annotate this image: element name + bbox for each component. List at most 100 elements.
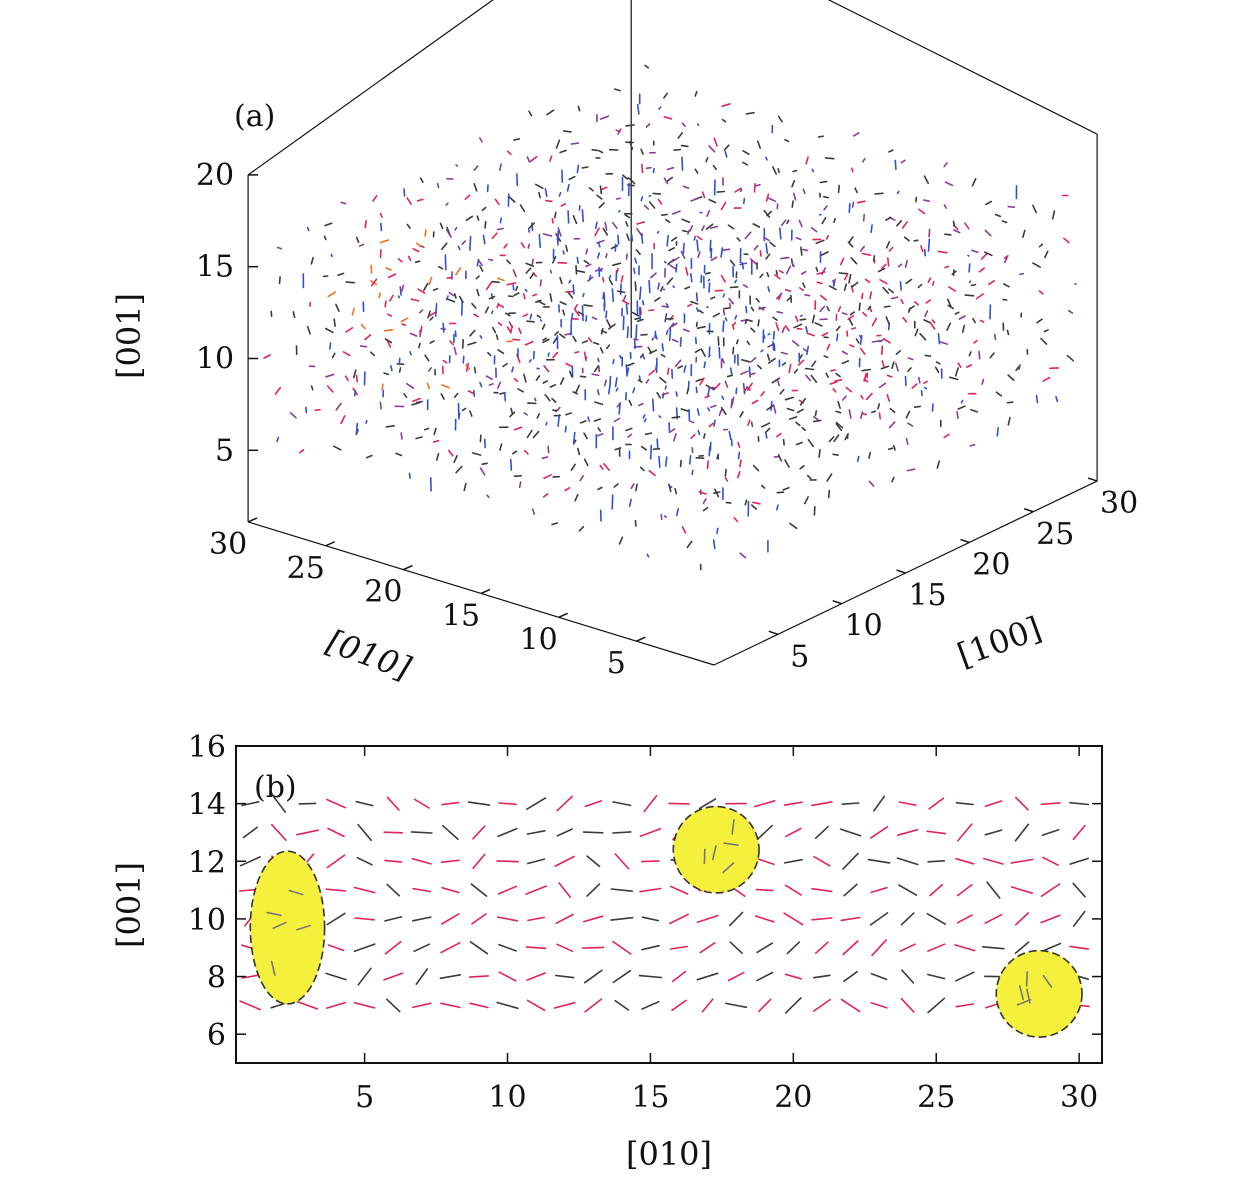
panel-a-vector xyxy=(713,491,721,495)
panel-a-vector xyxy=(555,139,561,149)
panel-a-vector xyxy=(737,451,741,460)
panel-b-vector xyxy=(526,858,546,865)
panel-a-vector xyxy=(636,103,640,115)
panel-a-vector xyxy=(416,198,424,202)
panel-a-vector xyxy=(848,273,852,284)
panel-a-vector xyxy=(663,260,667,264)
panel-a-vector xyxy=(1015,365,1021,372)
panel-a-vector xyxy=(384,300,387,308)
panel-a-x-tick xyxy=(1087,477,1098,482)
panel-a-vector xyxy=(585,248,589,255)
panel-b-vector xyxy=(869,912,889,926)
panel-a-vector xyxy=(724,380,729,388)
panel-b-x-axis-title: [010] xyxy=(626,1135,712,1173)
panel-a-vector xyxy=(656,391,662,399)
panel-a-vector xyxy=(379,212,383,218)
panel-a-vector xyxy=(804,367,815,371)
panel-a-vector xyxy=(568,279,572,284)
panel-a-vector xyxy=(861,252,872,256)
panel-a-vector xyxy=(620,275,624,283)
panel-a-vector xyxy=(827,489,831,499)
panel-a-vector xyxy=(723,307,731,310)
panel-a-vector xyxy=(739,188,743,193)
panel-b-vector xyxy=(638,974,663,979)
panel-a-vector xyxy=(788,363,792,374)
panel-b-x-tick-label: 20 xyxy=(774,1080,812,1115)
panel-a-vector xyxy=(578,525,585,532)
panel-a-vector xyxy=(826,305,830,312)
panel-a-vector xyxy=(736,470,741,479)
panel-b-vector xyxy=(440,941,461,954)
panel-a-vector xyxy=(724,150,728,158)
panel-a-vector xyxy=(1043,328,1049,333)
panel-a-vector xyxy=(568,175,576,181)
panel-b-vector xyxy=(783,912,804,926)
panel-b-vector xyxy=(671,970,687,983)
panel-a-vector xyxy=(332,445,342,451)
panel-a-vector xyxy=(405,382,415,390)
panel-a-vector xyxy=(810,226,818,233)
panel-a-vector xyxy=(305,406,308,414)
panel-a-vector xyxy=(877,267,886,273)
panel-a-vector xyxy=(326,385,334,393)
panel-b-vector xyxy=(814,941,829,955)
panel-a-vector xyxy=(1022,229,1026,238)
panel-a-vector xyxy=(720,247,724,258)
panel-a-vector xyxy=(767,285,771,293)
panel-a-vector xyxy=(401,323,407,326)
panel-a-vector xyxy=(657,282,661,290)
panel-a-vector xyxy=(985,200,993,206)
panel-a-vector xyxy=(513,426,523,431)
panel-a-vector xyxy=(777,168,780,174)
panel-a-y-tick xyxy=(480,588,491,595)
panel-a-vector xyxy=(529,313,533,320)
panel-a-vector xyxy=(498,163,502,171)
panel-a-vector xyxy=(919,332,927,341)
panel-b-vector xyxy=(327,944,345,952)
panel-a-vector xyxy=(465,362,470,373)
panel-a-vector xyxy=(1038,243,1044,248)
panel-a-vector xyxy=(606,344,611,350)
panel-b-vector xyxy=(467,801,491,806)
panel-a-vector xyxy=(702,433,706,439)
panel-a-vector xyxy=(862,213,866,222)
panel-b-vector xyxy=(498,943,517,952)
panel-a-vector xyxy=(565,244,569,252)
panel-a-vector xyxy=(445,229,452,238)
panel-a-vector xyxy=(832,278,837,287)
panel-a-vector xyxy=(532,430,540,439)
panel-a-vector xyxy=(636,221,646,225)
panel-a-vector xyxy=(1006,329,1010,336)
panel-b-vector xyxy=(441,886,460,894)
panel-a-vector xyxy=(953,229,961,234)
panel-a-vector xyxy=(698,490,707,495)
panel-a-vector xyxy=(705,223,714,230)
panel-a-vector xyxy=(576,256,579,264)
panel-a-vector xyxy=(710,256,718,262)
panel-a-vector xyxy=(952,220,956,227)
panel-a-vector xyxy=(447,449,454,457)
panel-a-vector xyxy=(802,188,806,195)
panel-a-x-tick-label: 20 xyxy=(972,547,1010,582)
panel-b-vector xyxy=(496,916,519,922)
panel-a-vector xyxy=(747,419,751,427)
panel-a-vector xyxy=(601,276,605,283)
panel-a-vector xyxy=(807,438,815,448)
panel-b-vector xyxy=(496,860,519,863)
panel-a-x-tick xyxy=(960,538,970,544)
panel-a-vector xyxy=(390,365,393,372)
panel-a-vector xyxy=(424,229,427,237)
panel-a-vector xyxy=(641,300,645,306)
panel-a-vector xyxy=(442,359,448,364)
panel-a-vector xyxy=(543,365,550,373)
panel-a-vector xyxy=(666,166,675,171)
panel-a-vector xyxy=(440,393,445,400)
panel-a-vector xyxy=(800,246,803,256)
panel-a-vector xyxy=(638,286,642,301)
panel-b-vector xyxy=(1072,882,1086,898)
panel-a-vector xyxy=(588,187,594,192)
panel-a-y-tick xyxy=(403,564,413,571)
panel-a-vector xyxy=(721,357,725,364)
panel-a-vector xyxy=(674,359,682,368)
